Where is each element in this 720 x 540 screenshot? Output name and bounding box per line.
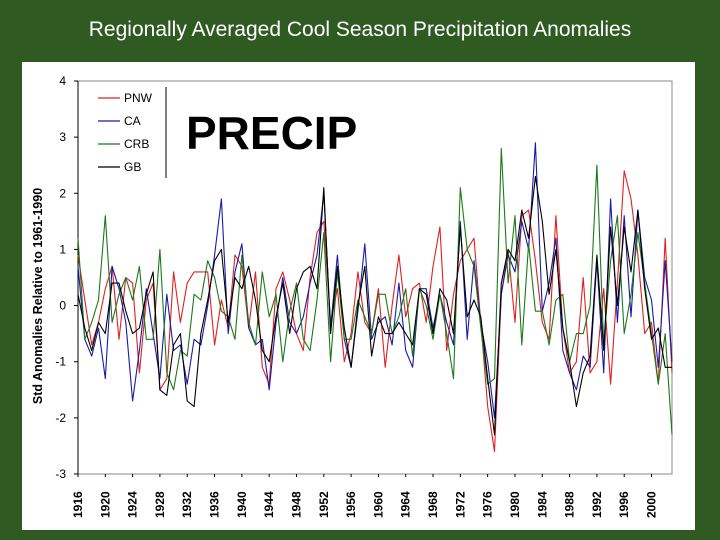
x-tick-label-1960: 1960: [371, 491, 385, 518]
x-tick-label-1988: 1988: [563, 491, 577, 518]
y-tick-label-3: 3: [59, 130, 66, 144]
x-tick-label-1996: 1996: [617, 491, 631, 518]
y-tick-label-0: 0: [59, 299, 66, 313]
precip-overlay-label: PRECIP: [186, 107, 358, 159]
legend-label-crb: CRB: [124, 137, 149, 151]
legend-label-ca: CA: [124, 114, 141, 128]
slide-title: Regionally Averaged Cool Season Precipit…: [88, 18, 632, 41]
x-tick-label-1992: 1992: [590, 491, 604, 518]
x-tick-label-1936: 1936: [208, 491, 222, 518]
y-tick-label--3: -3: [55, 467, 66, 481]
y-axis-label: Std Anomalies Relative to 1961-1990: [31, 187, 45, 405]
x-tick-label-1952: 1952: [317, 491, 331, 518]
x-tick-label-2000: 2000: [645, 491, 659, 518]
legend-label-gb: GB: [124, 160, 141, 174]
x-tick-label-1924: 1924: [126, 491, 140, 518]
x-tick-label-1976: 1976: [481, 491, 495, 518]
x-tick-label-1932: 1932: [180, 491, 194, 518]
x-tick-label-1928: 1928: [153, 491, 167, 518]
y-tick-label-1: 1: [59, 242, 66, 256]
legend-label-pnw: PNW: [124, 91, 153, 105]
x-tick-label-1956: 1956: [344, 491, 358, 518]
x-tick-label-1968: 1968: [426, 491, 440, 518]
x-tick-label-1916: 1916: [71, 491, 85, 518]
y-tick-label--1: -1: [55, 355, 66, 369]
x-tick-label-1948: 1948: [289, 491, 303, 518]
x-tick-label-1980: 1980: [508, 491, 522, 518]
x-tick-label-1944: 1944: [262, 491, 276, 518]
line-chart: 4 3 2 1 0 -1 -2 -3 1916 1920 1924 1928 1932 1936 1940 1…: [55, 74, 673, 518]
series-line-crb: [77, 147, 673, 435]
y-tick-label-4: 4: [59, 74, 66, 88]
x-tick-label-1920: 1920: [98, 491, 112, 518]
x-tick-label-1984: 1984: [535, 491, 549, 518]
y-tick-label-2: 2: [59, 186, 66, 200]
x-tick-label-1964: 1964: [399, 491, 413, 518]
plot-panel: 4 3 2 1 0 -1 -2 -3 1916 1920 1924 1928 1932 1936 1940 1…: [22, 62, 695, 530]
x-tick-label-1940: 1940: [235, 491, 249, 518]
y-tick-label--2: -2: [55, 411, 66, 425]
x-tick-label-1972: 1972: [453, 491, 467, 518]
series-line-gb: [77, 175, 672, 436]
